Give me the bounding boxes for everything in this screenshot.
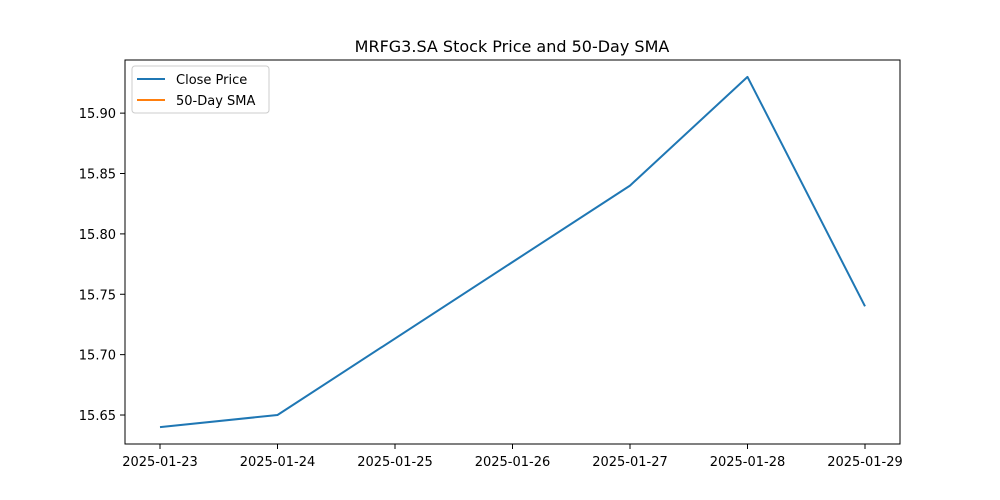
x-tick-label: 2025-01-29: [827, 455, 903, 470]
x-tick-label: 2025-01-26: [475, 455, 551, 470]
y-tick-label: 15.85: [79, 168, 116, 183]
series-layer: [159, 75, 866, 429]
y-tick-label: 15.80: [79, 228, 116, 243]
x-axis: 2025-01-23 2025-01-24 2025-01-25 2025-01-26…: [122, 444, 903, 470]
y-tick-label: 15.70: [79, 349, 116, 364]
y-axis: 15.65 15.70 15.75 15.80 15.85 15.90: [79, 107, 125, 424]
legend-label-50-day-sma: 50-Day SMA: [176, 94, 256, 109]
x-tick-label: 2025-01-23: [122, 455, 198, 470]
x-tick-label: 2025-01-25: [357, 455, 433, 470]
y-tick-label: 15.65: [79, 409, 116, 424]
series-line-close-price: [159, 75, 866, 429]
legend-box: [131, 65, 270, 114]
x-tick-label: 2025-01-28: [710, 455, 786, 470]
chart-title: MRFG3.SA Stock Price and 50-Day SMA: [355, 37, 670, 56]
legend-label-close-price: Close Price: [176, 73, 247, 88]
y-tick-label: 15.90: [79, 107, 116, 122]
x-tick-label: 2025-01-27: [592, 455, 668, 470]
legend: Close Price 50-Day SMA: [131, 65, 270, 114]
plot-area-frame: [124, 59, 901, 445]
x-tick-label: 2025-01-24: [240, 455, 316, 470]
y-tick-label: 15.75: [79, 288, 116, 303]
